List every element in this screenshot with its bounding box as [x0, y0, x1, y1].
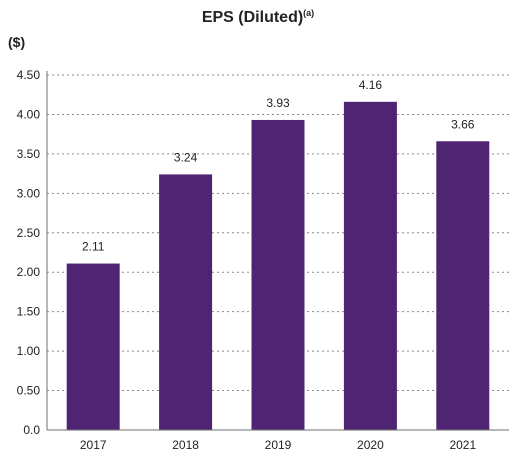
y-tick-label: 3.50	[17, 147, 41, 161]
x-axis: 2017 2018 2019 2020 2021	[47, 429, 509, 452]
y-tick-label: 4.50	[17, 68, 41, 82]
y-tick-label: 3.00	[17, 186, 41, 200]
y-tick-label: 2.00	[17, 265, 41, 279]
x-tick-label: 2017	[80, 438, 107, 452]
data-label: 3.93	[266, 96, 290, 110]
bar	[66, 263, 120, 430]
x-tick-label: 2018	[172, 438, 199, 452]
chart-title-superscript: (a)	[303, 8, 314, 18]
data-labels: 2.11 3.24 3.93 4.16 3.66	[82, 78, 475, 254]
y-tick-label: 1.50	[17, 305, 41, 319]
y-axis: 0.0 0.50 1.00 1.50 2.00 2.50 3.00 3.50 4.00 4.50	[17, 68, 48, 437]
x-tick-label: 2020	[357, 438, 384, 452]
y-tick-label: 4.00	[17, 107, 41, 121]
unit-label: ($)	[8, 34, 25, 50]
x-tick-label: 2021	[449, 438, 476, 452]
chart-title-text: EPS (Diluted)	[202, 9, 303, 26]
chart-title: EPS (Diluted)(a)	[202, 8, 314, 26]
y-tick-label: 1.00	[17, 344, 41, 358]
x-tick-label: 2019	[265, 438, 292, 452]
bars	[66, 101, 490, 431]
bar	[436, 141, 490, 430]
data-label: 2.11	[82, 240, 105, 254]
y-tick-label: 0.0	[23, 423, 40, 437]
data-label: 3.24	[174, 150, 198, 164]
data-label: 4.16	[359, 78, 383, 92]
bar	[251, 119, 305, 430]
y-tick-label: 2.50	[17, 226, 41, 240]
data-label: 3.66	[451, 117, 475, 131]
bar	[159, 174, 213, 430]
y-tick-label: 0.50	[17, 384, 41, 398]
bar	[343, 101, 397, 431]
